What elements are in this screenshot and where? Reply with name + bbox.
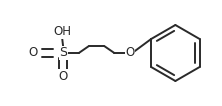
Text: O: O [59, 70, 68, 83]
Text: O: O [125, 47, 135, 59]
Text: O: O [29, 47, 38, 59]
Text: OH: OH [53, 25, 71, 38]
Text: S: S [59, 47, 67, 59]
